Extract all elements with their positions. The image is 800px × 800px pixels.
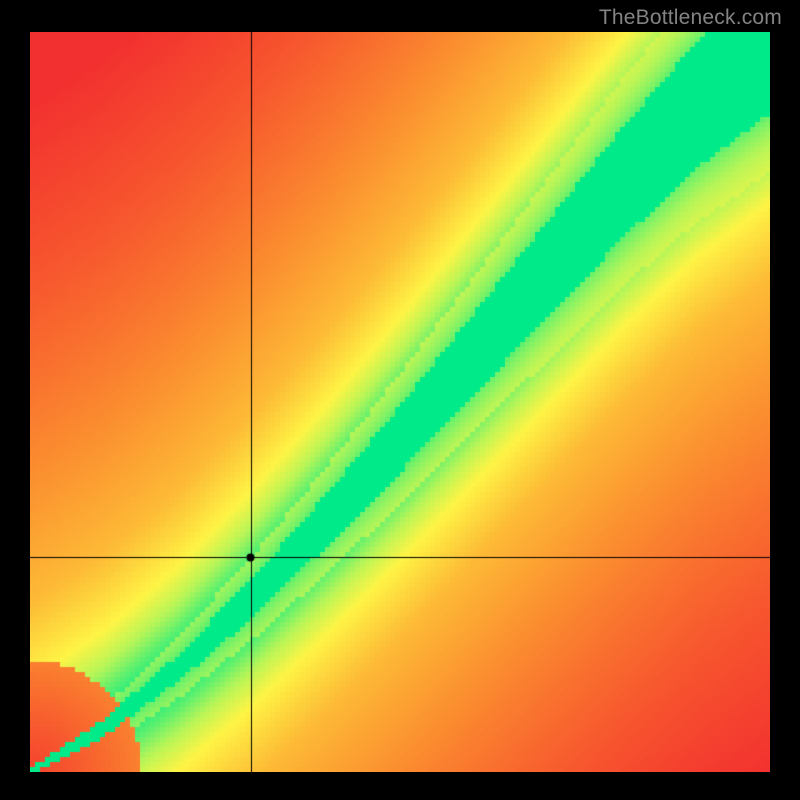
watermark-text: TheBottleneck.com [599, 6, 782, 30]
heatmap-canvas [30, 32, 770, 772]
chart-frame: TheBottleneck.com [0, 0, 800, 800]
heatmap-plot [30, 32, 770, 772]
